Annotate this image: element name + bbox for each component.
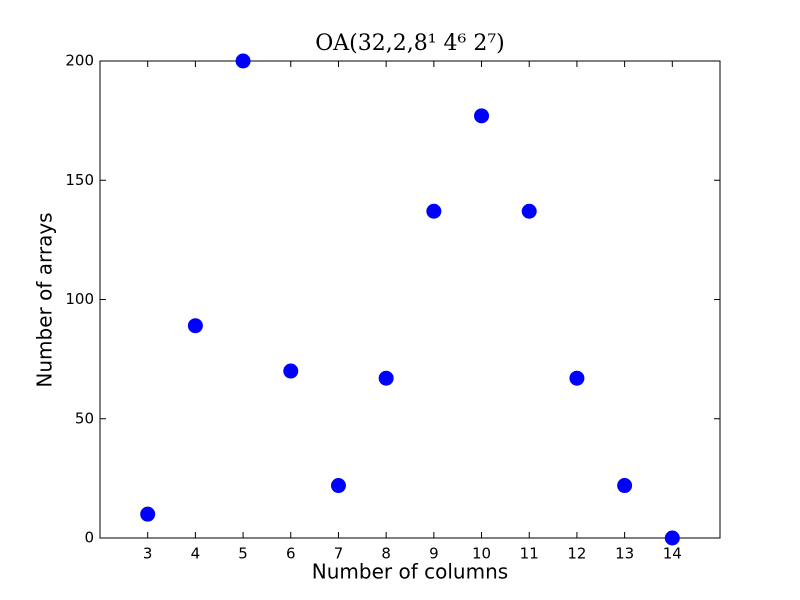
y-tick-label: 200: [65, 52, 94, 70]
x-axis-label: Number of columns: [312, 560, 508, 584]
x-tick-label: 4: [191, 545, 201, 563]
x-tick-label: 9: [429, 545, 439, 563]
x-tick-label: 11: [520, 545, 539, 563]
x-tick-label: 13: [615, 545, 634, 563]
point: [140, 506, 156, 522]
point: [664, 530, 680, 546]
point: [378, 370, 394, 386]
y-tick-label: 100: [65, 290, 94, 308]
x-tick-label: 7: [334, 545, 344, 563]
x-tick-label: 5: [238, 545, 248, 563]
x-tick-label: 14: [663, 545, 682, 563]
x-tick-label: 6: [286, 545, 296, 563]
x-tick-label: 10: [472, 545, 491, 563]
point: [330, 478, 346, 494]
point: [617, 478, 633, 494]
point: [569, 370, 585, 386]
point: [235, 53, 251, 69]
y-tick-label: 150: [65, 171, 94, 189]
plot-frame: [99, 60, 721, 539]
chart-title: OA(32,2,8¹ 4⁶ 2⁷): [315, 31, 505, 56]
point: [426, 203, 442, 219]
x-tick-label: 3: [143, 545, 153, 563]
y-tick-label: 50: [75, 409, 94, 427]
point: [521, 203, 537, 219]
x-tick-label: 12: [567, 545, 586, 563]
point: [187, 318, 203, 334]
x-tick-label: 8: [381, 545, 391, 563]
point: [474, 108, 490, 124]
point: [283, 363, 299, 379]
y-tick-label: 0: [84, 529, 94, 547]
y-axis-label: Number of arrays: [33, 212, 57, 387]
